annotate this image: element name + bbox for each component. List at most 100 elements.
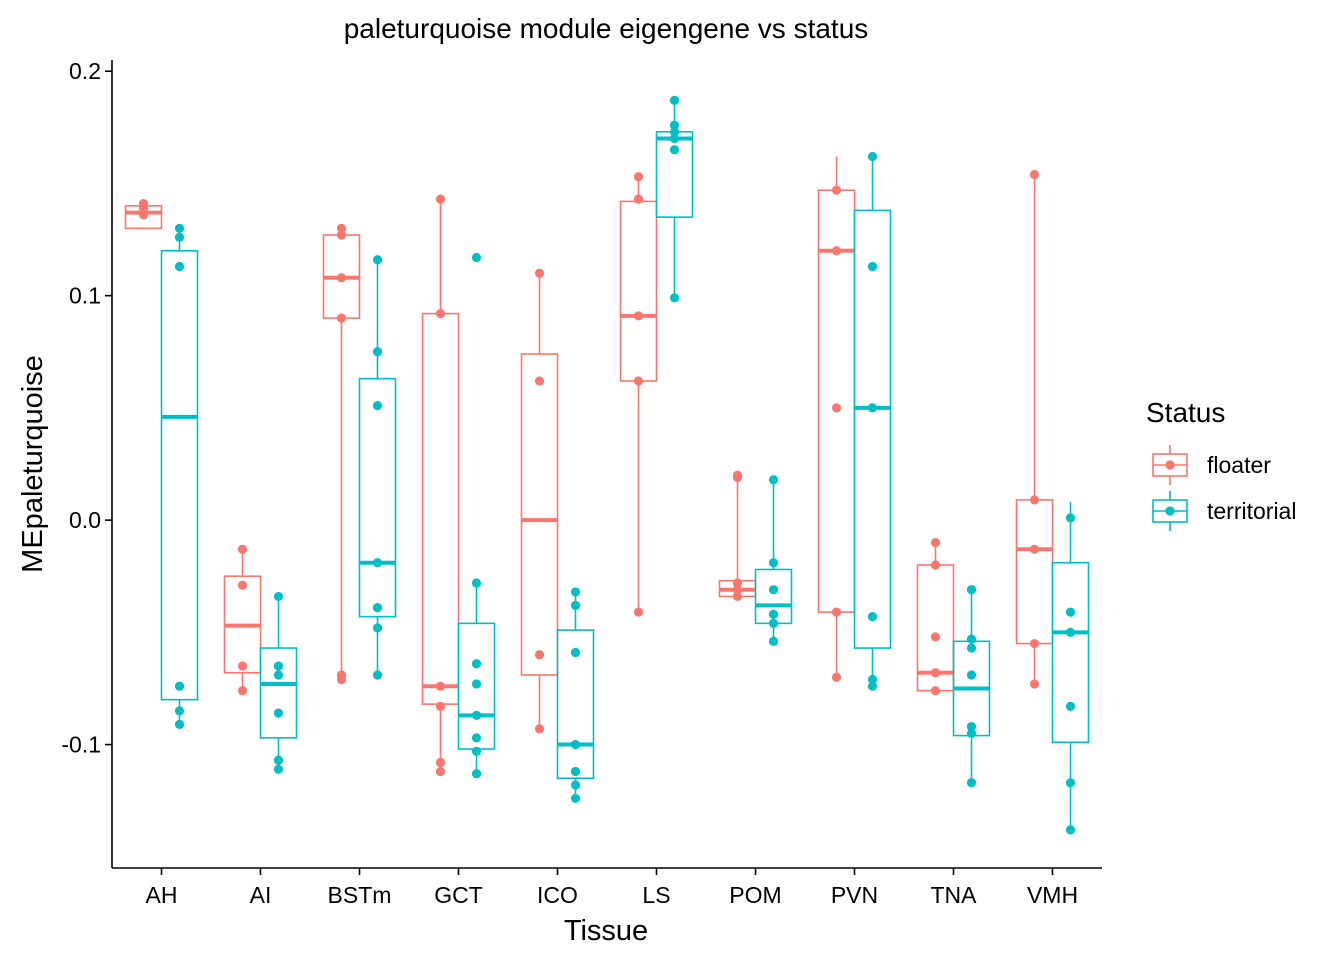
data-point-floater: [930, 668, 941, 678]
data-point-territorial: [867, 151, 878, 162]
data-point-territorial: [669, 120, 680, 130]
data-point-floater: [831, 607, 842, 617]
data-point-floater: [534, 268, 545, 278]
data-point-floater: [831, 672, 842, 682]
data-point-territorial: [174, 223, 185, 233]
data-point-floater: [138, 210, 149, 220]
data-point-territorial: [966, 643, 977, 653]
data-point-floater: [930, 537, 941, 548]
data-point-territorial: [1065, 607, 1076, 617]
data-point-territorial: [174, 261, 185, 272]
box-territorial-tna: [952, 589, 991, 783]
data-point-territorial: [867, 403, 878, 413]
legend-title: Status: [1146, 397, 1225, 428]
data-point-territorial: [669, 133, 680, 144]
data-point-floater: [336, 230, 347, 240]
data-point-territorial: [1065, 778, 1076, 788]
data-point-floater: [138, 203, 149, 213]
data-point-territorial: [570, 780, 581, 790]
data-point-territorial: [471, 746, 482, 756]
data-point-floater: [1029, 638, 1040, 649]
data-point-floater: [237, 661, 248, 671]
x-tick-label: POM: [729, 882, 781, 908]
data-point-floater: [1029, 495, 1040, 505]
box-iqr: [655, 131, 694, 218]
box-floater-bstm: [322, 228, 361, 680]
box-territorial-ai: [259, 596, 298, 770]
data-point-territorial: [570, 647, 581, 658]
data-point-territorial: [867, 674, 878, 685]
box-floater-ls: [619, 176, 658, 613]
data-point-floater: [732, 591, 743, 602]
data-point-territorial: [471, 733, 482, 743]
box-iqr: [358, 377, 397, 618]
data-point-territorial: [471, 710, 482, 720]
x-tick-label: TNA: [931, 882, 978, 908]
box-territorial-pvn: [853, 156, 892, 687]
data-point-territorial: [471, 578, 482, 588]
x-tick-label: ICO: [537, 882, 578, 908]
data-point-floater: [633, 172, 644, 182]
data-point-territorial: [669, 293, 680, 303]
box-territorial-ah: [160, 228, 199, 725]
data-point-territorial: [372, 255, 383, 265]
legend-key-point: [1165, 460, 1175, 470]
axes: [111, 60, 1102, 869]
box-territorial-gct: [457, 582, 496, 774]
data-point-territorial: [471, 769, 482, 779]
data-point-floater: [1029, 169, 1040, 180]
data-point-floater: [930, 686, 941, 696]
x-tick-label: AH: [146, 882, 178, 908]
plot-area: [124, 95, 1090, 835]
box-iqr: [853, 209, 892, 649]
data-point-territorial: [966, 670, 977, 680]
data-point-floater: [237, 544, 248, 554]
data-point-floater: [633, 194, 644, 204]
data-point-territorial: [768, 585, 779, 595]
legend-entry-territorial: territorial: [1152, 491, 1296, 531]
data-point-floater: [435, 194, 446, 204]
data-point-floater: [930, 632, 941, 642]
data-point-floater: [534, 650, 545, 660]
data-point-territorial: [966, 728, 977, 738]
box-floater-ico: [520, 273, 559, 729]
data-point-territorial: [372, 670, 383, 680]
data-point-floater: [732, 472, 743, 483]
y-tick-label: 0.1: [69, 283, 101, 309]
box-territorial-bstm: [358, 259, 397, 678]
data-point-floater: [633, 607, 644, 617]
data-point-floater: [336, 674, 347, 685]
box-iqr: [1015, 499, 1054, 645]
x-ticks: AH AI BSTm GCT ICO LS POM PVN TNA VMH: [146, 868, 1078, 908]
box-floater-vmh: [1015, 174, 1054, 684]
data-point-territorial: [669, 95, 680, 105]
data-point-floater: [930, 560, 941, 570]
data-point-territorial: [966, 585, 977, 595]
x-axis-title: Tissue: [564, 915, 648, 947]
legend-entries: floater territorial: [1152, 445, 1296, 531]
data-point-floater: [831, 246, 842, 256]
data-point-floater: [336, 313, 347, 323]
legend-label: floater: [1207, 452, 1271, 478]
data-point-territorial: [570, 793, 581, 804]
data-point-floater: [831, 403, 842, 413]
data-point-floater: [435, 309, 446, 319]
box-iqr: [619, 200, 658, 382]
data-point-territorial: [867, 681, 878, 691]
y-ticks: 0.2 0.1 0.0 -0.1: [61, 58, 112, 758]
box-iqr: [520, 353, 559, 676]
data-point-territorial: [1065, 701, 1076, 712]
data-point-territorial: [669, 127, 680, 137]
data-point-territorial: [867, 261, 878, 272]
data-point-territorial: [174, 706, 185, 716]
data-point-floater: [633, 311, 644, 321]
data-point-territorial: [1065, 513, 1076, 523]
data-point-territorial: [768, 636, 779, 646]
data-point-territorial: [174, 232, 185, 242]
data-point-floater: [435, 766, 446, 777]
data-point-territorial: [273, 591, 284, 602]
box-iqr: [556, 629, 595, 780]
data-point-floater: [435, 757, 446, 768]
data-point-territorial: [174, 681, 185, 691]
